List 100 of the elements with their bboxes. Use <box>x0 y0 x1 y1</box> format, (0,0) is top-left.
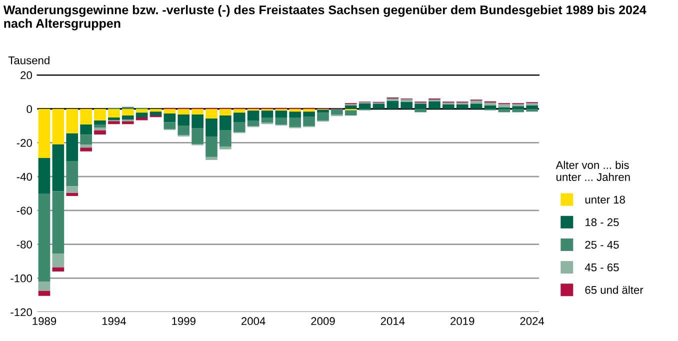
y-axis-title: Tausend <box>8 56 50 64</box>
bar <box>220 130 232 147</box>
y-tick-label: -100 <box>10 274 32 282</box>
bar <box>484 102 496 106</box>
bar <box>178 108 190 114</box>
bar <box>470 100 482 104</box>
bar <box>303 116 315 126</box>
bar <box>122 115 134 120</box>
bar <box>498 104 510 108</box>
bar <box>220 146 232 150</box>
bar <box>303 112 315 116</box>
bar <box>233 122 246 132</box>
bar <box>66 161 78 186</box>
x-tick-label: 2019 <box>450 317 474 326</box>
bar <box>94 130 106 134</box>
bar <box>498 108 510 112</box>
bar <box>233 108 246 113</box>
bar <box>289 118 302 128</box>
bar <box>358 103 371 109</box>
bar <box>66 133 78 162</box>
bar <box>178 114 190 126</box>
legend-label: 45 - 65 <box>584 263 619 272</box>
bar <box>94 124 106 128</box>
bar <box>108 121 120 124</box>
bar <box>484 105 496 109</box>
bar <box>400 99 413 102</box>
bar <box>289 108 302 112</box>
bar <box>52 191 64 254</box>
bar <box>344 110 357 116</box>
x-tick-label: 2009 <box>311 317 335 326</box>
bar <box>38 282 50 291</box>
y-tick-label: -60 <box>16 206 32 215</box>
bar <box>233 112 246 122</box>
bar <box>38 158 50 194</box>
bar <box>192 114 204 128</box>
bar <box>66 186 78 194</box>
y-tick-label: 20 <box>20 71 32 80</box>
bar <box>275 118 288 124</box>
bar <box>52 144 64 192</box>
bar <box>38 194 50 282</box>
bar <box>80 148 92 152</box>
bar <box>164 122 176 130</box>
legend-label: 18 - 25 <box>586 218 619 226</box>
y-tick-label: -40 <box>16 172 32 181</box>
bar <box>80 108 92 124</box>
bar <box>192 128 204 144</box>
bar <box>136 108 148 113</box>
bar <box>136 112 148 118</box>
bar <box>164 108 176 114</box>
bar <box>261 118 274 123</box>
bar <box>66 108 78 134</box>
bar <box>400 102 413 109</box>
bar <box>108 108 120 118</box>
bar <box>220 115 232 130</box>
bar <box>38 108 50 158</box>
bar <box>526 108 538 112</box>
bar <box>442 104 454 109</box>
y-tick-label: -20 <box>16 139 32 147</box>
bar <box>164 113 176 122</box>
bar <box>261 110 274 118</box>
legend-label: unter 18 <box>585 196 625 204</box>
bar <box>80 124 92 135</box>
legend-label: 25 - 45 <box>585 240 619 249</box>
bar <box>289 112 302 118</box>
bar <box>122 108 134 116</box>
x-tick-label: 2004 <box>242 317 266 326</box>
bar <box>52 267 64 272</box>
y-tick-label: -120 <box>10 308 32 316</box>
bar <box>344 105 357 109</box>
bar <box>303 108 315 112</box>
bar <box>108 118 120 120</box>
bar <box>38 290 50 296</box>
bar <box>275 110 288 118</box>
bar <box>526 105 538 109</box>
y-tick-label: 0 <box>26 105 32 114</box>
bar <box>178 125 190 136</box>
bar <box>247 120 260 126</box>
bar <box>206 108 218 119</box>
x-tick-label: 2014 <box>380 317 405 326</box>
bar <box>331 108 343 114</box>
bar <box>206 118 218 136</box>
bar <box>220 108 232 116</box>
bar <box>136 118 148 120</box>
bar <box>80 134 92 145</box>
bar <box>317 110 329 113</box>
bar <box>317 112 329 121</box>
bar <box>150 112 162 116</box>
legend-title: Alter von ... bis unter ... Jahren <box>556 160 630 181</box>
bar <box>512 108 524 112</box>
bar <box>414 108 426 112</box>
bar <box>512 106 524 109</box>
bar <box>192 108 204 114</box>
bar <box>206 136 218 157</box>
bar <box>372 104 385 109</box>
bar <box>94 127 106 130</box>
bar <box>66 193 78 196</box>
bar <box>94 120 106 124</box>
bar <box>456 104 468 109</box>
bar <box>150 108 162 112</box>
bar <box>247 110 260 121</box>
